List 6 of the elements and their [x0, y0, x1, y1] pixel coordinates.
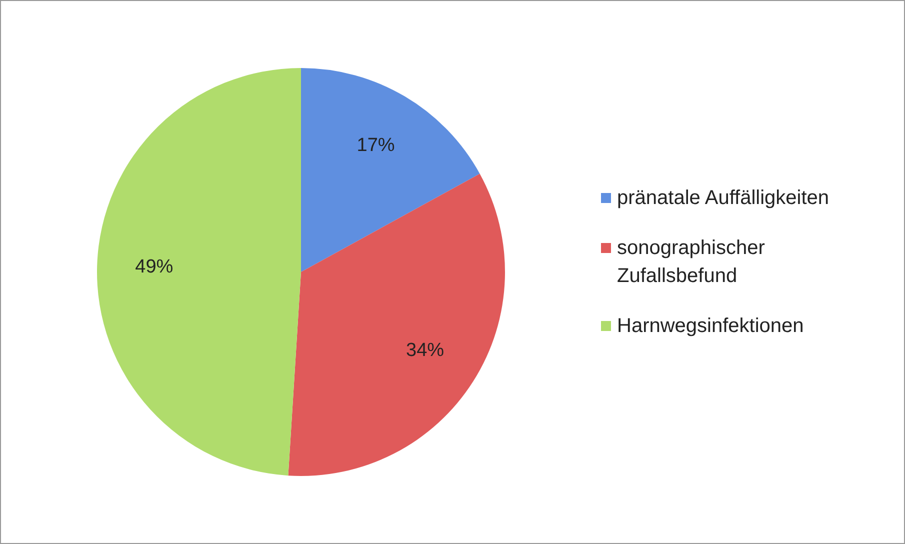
data-label: 49% [135, 256, 174, 278]
data-label: 34% [406, 340, 444, 361]
legend-label: sonographischer Zufallsbefund [617, 236, 766, 289]
legend-label: pränatale Auffälligkeiten [617, 186, 830, 211]
data-label: 17% [356, 134, 395, 156]
legend-label: Harnwegsinfektionen [617, 314, 805, 339]
